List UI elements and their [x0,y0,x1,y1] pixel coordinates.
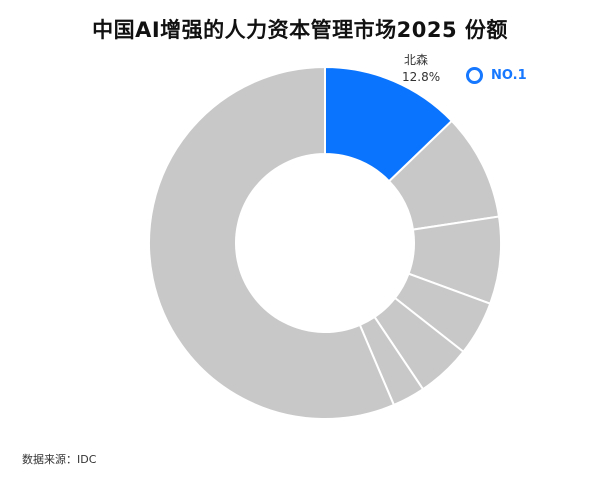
leader-name-label: 北森 [404,53,429,67]
donut-slice-7 [148,65,396,420]
ring-icon [466,67,483,84]
chart-title: 中国AI增强的人力资本管理市场2025 份额 [92,18,508,42]
source-note: 数据来源：IDC [22,453,97,466]
rank-badge: NO.1 [466,67,527,84]
rank-label: NO.1 [491,68,527,83]
leader-value-label: 12.8% [402,70,441,84]
